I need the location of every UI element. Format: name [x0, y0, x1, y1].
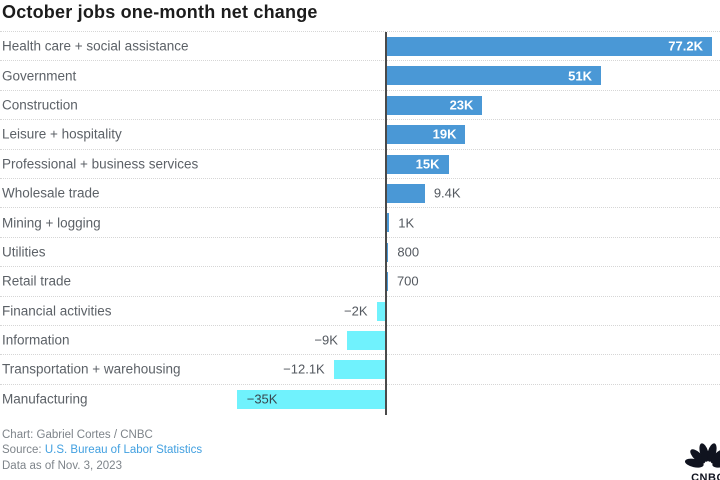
chart-row: Utilities 800 [0, 238, 720, 268]
category-label: Leisure + hospitality [2, 126, 122, 142]
value-label: 9.4K [433, 185, 461, 201]
chart-row: Leisure + hospitality 19K [0, 120, 720, 150]
bar-negative[interactable] [346, 330, 385, 350]
category-label: Transportation + warehousing [2, 361, 181, 377]
category-label: Mining + logging [2, 215, 101, 231]
bar-positive[interactable] [385, 37, 712, 56]
cnbc-logo-text: CNBC [691, 472, 720, 480]
source-line: Source: U.S. Bureau of Labor Statistics [2, 443, 202, 458]
bar-negative[interactable] [333, 360, 385, 380]
peacock-icon: CNBC [684, 443, 720, 480]
value-label: 23K [449, 97, 474, 113]
value-label: 19K [432, 126, 457, 142]
chart-row: Health care + social assistance 77.2K [0, 32, 720, 62]
data-as-of: Data as of Nov. 3, 2023 [2, 459, 122, 472]
chart-row: Retail trade 700 [0, 267, 720, 297]
source-label: Source: [2, 444, 42, 457]
zero-baseline [385, 32, 387, 415]
value-label: −2K [344, 303, 368, 319]
category-label: Information [2, 332, 70, 348]
chart-row: Wholesale trade 9.4K [0, 179, 720, 209]
bar-positive[interactable] [385, 66, 602, 86]
chart-row: Manufacturing −35K [0, 385, 720, 414]
category-label: Retail trade [2, 273, 72, 289]
chart-row: Financial activities −2K [0, 297, 720, 326]
value-label: −9K [314, 332, 338, 348]
category-label: Wholesale trade [2, 185, 100, 201]
chart-row: Information −9K [0, 326, 720, 356]
category-label: Government [2, 68, 77, 84]
value-label: 77.2K [668, 38, 703, 54]
bar-positive[interactable] [385, 213, 390, 233]
chart-row: Government 51K [0, 61, 720, 91]
bar-positive[interactable] [385, 95, 483, 115]
credit-line: Chart: Gabriel Cortes / CNBC [2, 429, 153, 441]
bar-positive[interactable] [385, 154, 449, 174]
chart-row: Construction 23K [0, 91, 720, 121]
cnbc-logo: CNBC [684, 443, 720, 480]
value-label: 15K [415, 156, 440, 172]
value-label: 51K [568, 68, 593, 84]
chart-row: Mining + logging 1K [0, 208, 720, 238]
chart-row: Transportation + warehousing −12.1K [0, 355, 720, 385]
bar-negative[interactable] [236, 389, 385, 409]
category-label: Utilities [2, 244, 46, 260]
bar-negative[interactable] [376, 301, 385, 321]
chart-rows: Health care + social assistance 77.2K Gove… [0, 32, 720, 414]
chart-footer: Chart: Gabriel Cortes / CNBC Source: U.S… [2, 428, 202, 474]
chart-title: October jobs one-month net change [2, 2, 318, 22]
value-label: 800 [397, 244, 420, 260]
source-link[interactable]: U.S. Bureau of Labor Statistics [44, 444, 203, 457]
bar-positive[interactable] [385, 125, 466, 145]
category-label: Manufacturing [2, 391, 88, 407]
value-label: 700 [396, 273, 419, 289]
category-label: Financial activities [2, 303, 112, 319]
value-label: −12.1K [283, 361, 325, 377]
bar-chart-area: Health care + social assistance 77.2K Gove… [0, 31, 720, 415]
category-label: Construction [2, 97, 78, 113]
value-label: 1K [398, 215, 415, 231]
bar-positive[interactable] [385, 183, 425, 203]
chart-row: Professional + business services 15K [0, 150, 720, 179]
category-label: Professional + business services [2, 156, 199, 172]
value-label: −35K [246, 391, 278, 407]
category-label: Health care + social assistance [2, 38, 189, 54]
